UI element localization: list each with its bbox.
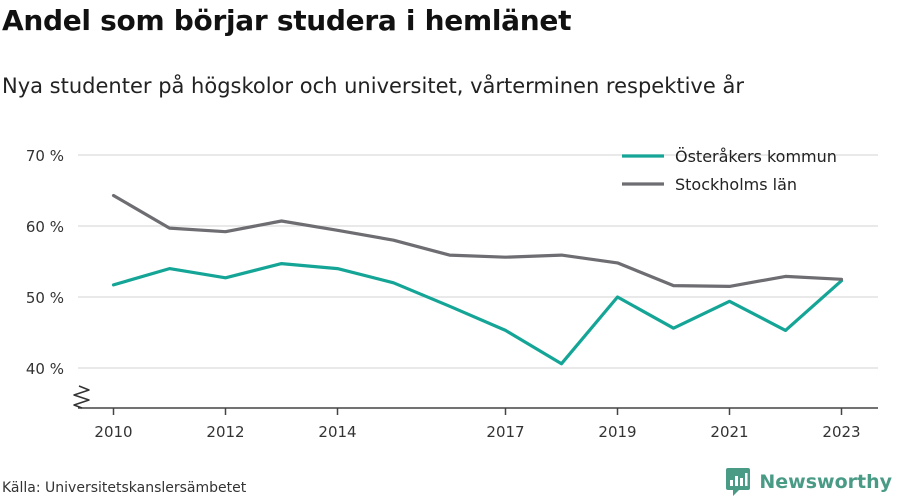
x-tick-label: 2012: [206, 423, 244, 441]
y-tick-label: 50 %: [26, 289, 64, 307]
series-line: [111, 262, 844, 366]
legend-label: Österåkers kommun: [675, 147, 837, 166]
newsworthy-logo-icon: [726, 468, 751, 496]
grid-lines: [78, 154, 878, 369]
x-tick-label: 2017: [486, 423, 524, 441]
x-tick-label: 2019: [598, 423, 636, 441]
axis-break-icon: [73, 385, 90, 409]
brand-name: Newsworthy: [759, 471, 892, 493]
legend: Österåkers kommun Stockholms län: [622, 147, 837, 194]
y-axis-ticks: 40 % 50 % 60 % 70 %: [26, 147, 64, 378]
x-tick-label: 2010: [94, 423, 132, 441]
y-tick-label: 60 %: [26, 218, 64, 236]
x-axis-ticks: 2010 2012 2014 2017 2019 2021 2023: [94, 408, 861, 441]
brand-logo: Newsworthy: [725, 467, 892, 497]
y-tick-label: 40 %: [26, 360, 64, 378]
x-axis: [73, 385, 878, 409]
legend-label: Stockholms län: [675, 175, 797, 194]
y-tick-label: 70 %: [26, 147, 64, 165]
x-tick-label: 2023: [822, 423, 860, 441]
x-tick-label: 2021: [710, 423, 748, 441]
chart-title: Andel som börjar studera i hemlänet: [2, 4, 572, 37]
x-tick-label: 2014: [318, 423, 356, 441]
source-note: Källa: Universitetskanslersämbetet: [2, 480, 247, 496]
series-lines: [111, 193, 844, 366]
chart-subtitle: Nya studenter på högskolor och universit…: [2, 74, 744, 98]
series-line: [111, 193, 844, 288]
